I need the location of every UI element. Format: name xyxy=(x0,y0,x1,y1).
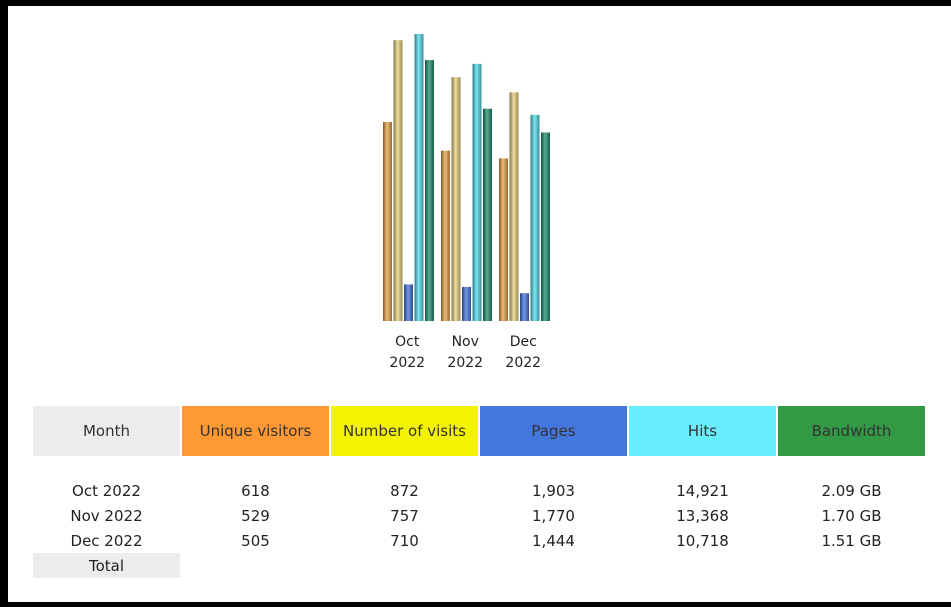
x-tick-label: Nov xyxy=(452,334,479,350)
table-row: Oct 2022 618 872 1,903 14,921 2.09 GB xyxy=(33,478,925,503)
cell-month: Oct 2022 xyxy=(72,481,141,500)
cell-bandwidth: 1.70 GB xyxy=(821,506,882,525)
x-tick-label: Dec xyxy=(510,334,537,350)
cell-hits: 13,368 xyxy=(676,506,729,525)
bar-number-of-visits xyxy=(509,92,519,322)
x-tick-label: 2022 xyxy=(447,355,483,371)
cell-pages: 1,770 xyxy=(532,506,575,525)
cell-hits: 14,921 xyxy=(676,481,729,500)
header-bandwidth: Bandwidth xyxy=(778,406,925,456)
monthly-stats-table: Month Unique visitors Number of visits P… xyxy=(31,406,927,578)
cell-unique-visitors: 505 xyxy=(241,531,270,550)
x-tick-label: 2022 xyxy=(505,355,541,371)
total-row: Total xyxy=(33,553,925,578)
cell-pages: 1,444 xyxy=(532,531,575,550)
header-pages: Pages xyxy=(480,406,627,456)
x-tick-label: 2022 xyxy=(389,355,425,371)
total-label: Total xyxy=(33,553,180,578)
table-header-row: Month Unique visitors Number of visits P… xyxy=(33,406,925,456)
header-hits: Hits xyxy=(629,406,776,456)
bar-pages xyxy=(520,293,529,321)
bar-bandwidth xyxy=(425,60,434,321)
header-number-of-visits: Number of visits xyxy=(331,406,478,456)
bar-unique-visitors xyxy=(441,150,450,321)
header-unique-visitors: Unique visitors xyxy=(182,406,329,456)
x-tick-label: Oct xyxy=(395,334,420,350)
cell-visits: 872 xyxy=(390,481,419,500)
bar-unique-visitors xyxy=(499,158,508,321)
bar-hits xyxy=(414,34,424,321)
bar-number-of-visits xyxy=(451,77,461,322)
bar-bandwidth xyxy=(541,132,550,321)
bar-bandwidth xyxy=(483,108,492,321)
table-row: Dec 2022 505 710 1,444 10,718 1.51 GB xyxy=(33,528,925,553)
cell-visits: 757 xyxy=(390,506,419,525)
cell-month: Dec 2022 xyxy=(70,531,143,550)
bar-hits xyxy=(472,63,482,321)
cell-visits: 710 xyxy=(390,531,419,550)
cell-bandwidth: 1.51 GB xyxy=(821,531,882,550)
monthly-history-chart: Oct 2022 Nov 2022 Dec 2022 xyxy=(383,34,550,371)
bar-number-of-visits xyxy=(393,40,403,322)
header-month: Month xyxy=(33,406,180,456)
bar-pages xyxy=(462,286,471,321)
cell-month: Nov 2022 xyxy=(70,506,143,525)
cell-unique-visitors: 529 xyxy=(241,506,270,525)
cell-unique-visitors: 618 xyxy=(241,481,270,500)
cell-hits: 10,718 xyxy=(676,531,729,550)
bar-unique-visitors xyxy=(383,121,392,321)
bar-hits xyxy=(530,114,540,322)
bar-pages xyxy=(404,284,413,321)
cell-bandwidth: 2.09 GB xyxy=(821,481,882,500)
cell-pages: 1,903 xyxy=(532,481,575,500)
table-row: Nov 2022 529 757 1,770 13,368 1.70 GB xyxy=(33,503,925,528)
